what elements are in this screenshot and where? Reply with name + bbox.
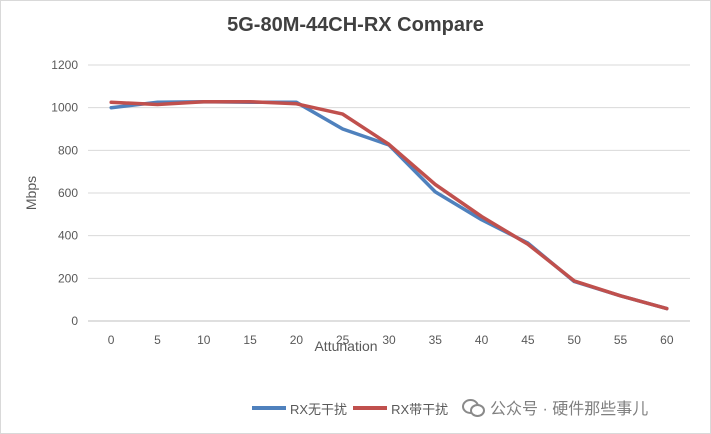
watermark: 公众号 · 硬件那些事儿 (462, 396, 648, 418)
series-layer (109, 99, 669, 311)
watermark-text: 公众号 · 硬件那些事儿 (490, 401, 649, 418)
y-tick-label: 0 (71, 314, 78, 328)
legend-swatch (252, 406, 286, 410)
x-tick-label: 55 (614, 333, 628, 347)
chart-title: 5G-80M-44CH-RX Compare (227, 14, 484, 36)
x-tick-label: 10 (197, 333, 211, 347)
y-axis-label: Mbps (23, 176, 39, 210)
x-axis-ticks: 0 5 10 15 20 25 30 35 40 45 50 55 60 (108, 333, 674, 347)
legend-label: RX带干扰 (391, 401, 449, 417)
y-tick-label: 1200 (51, 58, 78, 72)
x-tick-label: 50 (568, 333, 582, 347)
series-line-1 (109, 99, 669, 311)
series-line-2 (109, 99, 669, 311)
x-tick-label: 30 (382, 333, 396, 347)
y-axis-ticks: 0 200 400 600 800 1000 1200 (51, 58, 78, 328)
gridlines (88, 64, 690, 322)
wechat-icon (462, 398, 485, 417)
legend: RX无干扰 RX带干扰 (252, 398, 448, 418)
legend-item-series-1: RX无干扰 (252, 399, 347, 418)
x-tick-label: 35 (429, 333, 443, 347)
x-tick-label: 25 (336, 333, 350, 347)
x-tick-label: 0 (108, 333, 115, 347)
x-axis-label: Attunation (314, 338, 377, 354)
y-tick-label: 800 (58, 143, 78, 157)
x-tick-label: 40 (475, 333, 489, 347)
x-tick-label: 15 (243, 333, 257, 347)
y-tick-label: 400 (58, 229, 78, 243)
y-tick-label: 1000 (51, 101, 78, 115)
y-tick-label: 200 (58, 271, 78, 285)
x-tick-label: 5 (154, 333, 161, 347)
x-tick-label: 20 (290, 333, 304, 347)
x-tick-label: 45 (521, 333, 535, 347)
legend-label: RX无干扰 (290, 401, 348, 417)
legend-item-series-2: RX带干扰 (353, 399, 448, 418)
y-tick-label: 600 (58, 186, 78, 200)
legend-swatch (353, 406, 388, 410)
x-tick-label: 60 (660, 333, 674, 347)
